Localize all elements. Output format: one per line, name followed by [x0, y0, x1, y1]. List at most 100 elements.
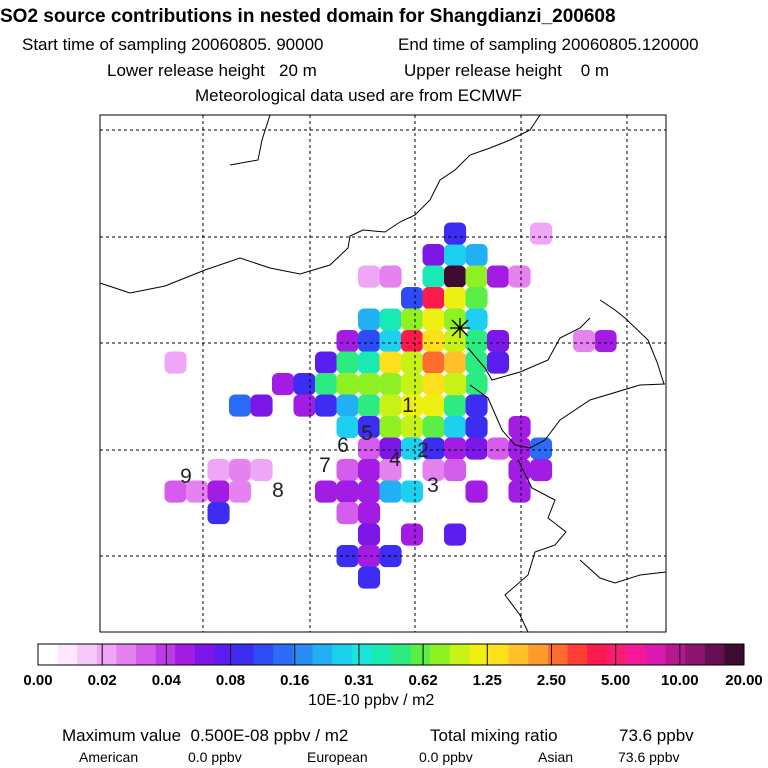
colorbar-swatch — [116, 644, 137, 665]
heatmap-cell — [401, 437, 424, 460]
colorbar-swatch — [430, 644, 451, 665]
end-time: End time of sampling 20060805.120000 — [398, 35, 699, 55]
upper-label: Upper release height — [404, 61, 562, 80]
region-label: 9 — [180, 465, 192, 488]
heatmap-cell — [336, 373, 359, 396]
american-label: American — [79, 749, 139, 765]
heatmap-cell — [336, 351, 359, 374]
lower-release: Lower release height 20 m — [107, 61, 317, 81]
colorbar-swatch — [77, 644, 98, 665]
start-value: 20060805. 90000 — [191, 35, 324, 54]
region-label: 2 — [417, 439, 429, 462]
colorbar-swatch — [626, 644, 647, 665]
heatmap-cell — [358, 480, 381, 503]
colorbar-tick-label: 0.62 — [408, 672, 438, 689]
upper-release: Upper release height 0 m — [404, 61, 609, 81]
heatmap-cell — [336, 459, 359, 482]
colorbar-swatch — [685, 644, 706, 665]
heatmap-cell — [336, 330, 359, 353]
coastline-south — [504, 459, 567, 633]
heatmap-cell — [164, 351, 187, 374]
colorbar-swatch — [57, 644, 78, 665]
colorbar-swatch — [391, 644, 412, 665]
chart-title: SO2 source contributions in nested domai… — [0, 6, 616, 27]
heatmap-cell — [573, 330, 596, 353]
colorbar-swatch — [665, 644, 686, 665]
end-label: End time of sampling — [398, 35, 557, 54]
heatmap-cell — [186, 480, 209, 503]
heatmap-cell — [401, 394, 424, 417]
heatmap-cell — [272, 373, 295, 396]
heatmap-cell — [358, 545, 381, 568]
colorbar-swatch — [214, 644, 235, 665]
colorbar-swatch — [253, 644, 274, 665]
heatmap-cell — [250, 394, 273, 417]
heatmap-cell — [465, 437, 488, 460]
colorbar-swatch — [489, 644, 510, 665]
heatmap-cell — [379, 480, 402, 503]
colorbar-swatch — [508, 644, 529, 665]
heatmap-cell — [379, 459, 402, 482]
heatmap-cell — [444, 394, 467, 417]
colorbar-tick-label: 0.16 — [280, 672, 310, 689]
heatmap-cell — [358, 502, 381, 525]
heatmap-cell — [422, 265, 445, 288]
heatmap-cell — [293, 394, 316, 417]
heatmap-cell — [315, 351, 338, 374]
colorbar-tick-label: 20.00 — [725, 672, 763, 689]
heatmap-cell — [358, 523, 381, 546]
heatmap-cells — [164, 222, 617, 589]
max-value: Maximum value 0.500E-08 ppbv / m2 — [62, 726, 348, 746]
colorbar-swatch — [155, 644, 176, 665]
heatmap-cell — [444, 244, 467, 267]
heatmap-cell — [336, 480, 359, 503]
heatmap-cell — [530, 459, 553, 482]
region-label: 1 — [402, 394, 414, 417]
heatmap-cell — [379, 437, 402, 460]
colorbar-swatch — [273, 644, 294, 665]
heatmap-cell — [444, 416, 467, 439]
heatmap-cell — [229, 394, 252, 417]
heatmap-cell — [379, 351, 402, 374]
region-label: 6 — [337, 434, 349, 457]
heatmap-cell — [422, 287, 445, 310]
heatmap-cell — [594, 330, 617, 353]
colorbar-tick-label: 0.04 — [151, 672, 181, 689]
heatmap-cell — [444, 373, 467, 396]
coastline-east — [579, 559, 667, 584]
heatmap-cell — [379, 265, 402, 288]
colorbar-tick-label: 0.02 — [87, 672, 117, 689]
heatmap-cell — [444, 222, 467, 245]
asian-label: Asian — [538, 749, 574, 765]
heatmap-cell — [508, 480, 531, 503]
heatmap-cell — [358, 437, 381, 460]
heatmap-cell — [379, 308, 402, 331]
colorbar-swatch — [175, 644, 196, 665]
heatmap-cell — [508, 459, 531, 482]
colorbar-tick-label: 1.25 — [472, 672, 502, 689]
european-value: 0.0 ppbv — [419, 749, 473, 765]
colorbar-tick-label: 0.08 — [215, 672, 246, 689]
heatmap-cell — [465, 351, 488, 374]
coastline-shandong — [469, 383, 666, 449]
heatmap-cell — [465, 416, 488, 439]
region-label: 8 — [272, 479, 284, 502]
colorbar-tick-label: 0.00 — [23, 672, 53, 689]
heatmap-cell — [465, 265, 488, 288]
heatmap-cell — [530, 437, 553, 460]
heatmap-cell — [379, 330, 402, 353]
colorbar-swatch — [351, 644, 372, 665]
heatmap-cell — [465, 480, 488, 503]
heatmap-cell — [379, 373, 402, 396]
heatmap-cell — [358, 459, 381, 482]
heatmap-cell — [336, 416, 359, 439]
heatmap-cell — [358, 330, 381, 353]
heatmap-cell — [487, 437, 510, 460]
heatmap-cell — [229, 480, 252, 503]
european-label: European — [307, 749, 368, 765]
heatmap-cell — [401, 287, 424, 310]
heatmap-cell — [444, 437, 467, 460]
heatmap-cell — [422, 416, 445, 439]
heatmap-cell — [401, 373, 424, 396]
